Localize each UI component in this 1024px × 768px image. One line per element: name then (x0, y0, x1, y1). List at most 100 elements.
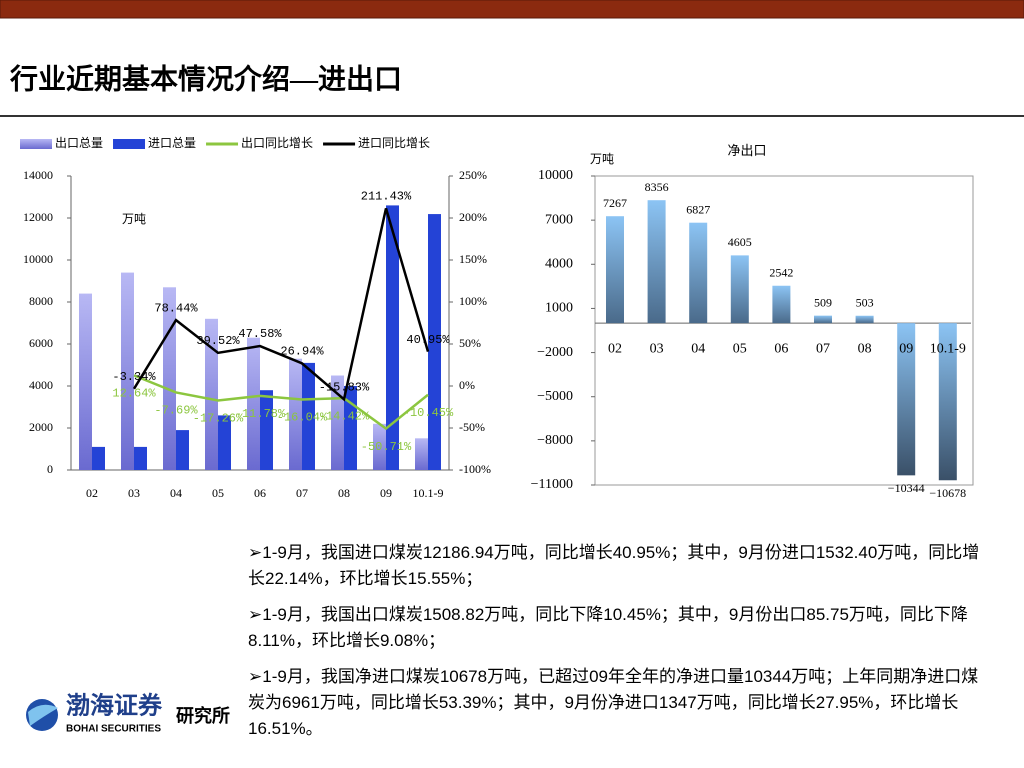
y-tick-label: 4000 (29, 378, 53, 392)
y-tick-label: −11000 (531, 477, 573, 492)
bullet: 1-9月，我国出口煤炭1508.82万吨，同比下降10.45%；其中，9月份出口… (248, 602, 988, 654)
y-tick-label: 6000 (29, 336, 53, 350)
legend-swatch (20, 139, 52, 149)
x-tick-label: 10.1-9 (413, 486, 444, 500)
logo-unit: 研究所 (176, 705, 230, 726)
unit-annotation: 万吨 (590, 152, 614, 166)
legend-label: 进口同比增长 (358, 136, 430, 150)
x-tick-label: 03 (128, 486, 140, 500)
x-tick-label: 03 (650, 341, 664, 356)
y2-tick-label: -100% (459, 462, 491, 476)
logo-name: 渤海证券 (66, 692, 163, 720)
unit-annotation: 万吨 (122, 212, 146, 226)
data-label: 78.44% (154, 301, 198, 315)
y-tick-label: 7000 (545, 212, 573, 227)
bullet: 1-9月，我国净进口煤炭10678万吨，已超过09年全年的净进口量10344万吨… (248, 664, 988, 742)
line-series (132, 208, 430, 402)
bar (344, 386, 357, 470)
data-label: -7.69% (154, 404, 198, 418)
bar (606, 216, 624, 324)
logo: 渤海证券 BOHAI SECURITIES 研究所 (26, 692, 230, 735)
y-tick-label: 10000 (538, 168, 573, 183)
bar (373, 423, 386, 470)
bar (938, 323, 957, 481)
data-label: -3.34% (112, 370, 156, 384)
bar (247, 337, 260, 470)
data-label: −10678 (929, 486, 966, 500)
bar (689, 222, 708, 324)
x-tick-label: 02 (608, 341, 622, 356)
top-bar (0, 0, 1024, 19)
y-tick-label: 14000 (23, 168, 53, 182)
legend-label: 进口总量 (148, 136, 196, 150)
y-tick-label: 0 (47, 462, 53, 476)
slide-title: 行业近期基本情况介绍—进出口 (9, 62, 402, 95)
x-tick-label: 09 (899, 341, 913, 356)
x-tick-label: 08 (858, 341, 872, 356)
x-tick-label: 02 (86, 486, 98, 500)
y2-tick-label: -50% (459, 420, 485, 434)
y2-tick-label: 50% (459, 336, 481, 350)
y-tick-label: −5000 (537, 389, 573, 404)
data-label: -50.71% (361, 440, 412, 454)
y2-tick-label: 200% (459, 210, 487, 224)
bar (176, 430, 189, 470)
bar (386, 205, 399, 470)
data-label: 40.95% (406, 333, 450, 347)
bar (814, 315, 832, 324)
data-label: 6827 (686, 202, 710, 216)
bar (163, 287, 176, 470)
data-label: 509 (814, 295, 832, 309)
line-series (133, 374, 429, 431)
data-label: 2542 (769, 265, 793, 279)
data-label: -14.42% (319, 409, 370, 423)
y-tick-label: −8000 (537, 433, 573, 448)
data-label: 8356 (645, 180, 669, 194)
bar (134, 446, 147, 470)
bar (772, 285, 791, 324)
legend-label: 出口总量 (55, 136, 103, 150)
data-label: 211.43% (361, 190, 412, 204)
bar (302, 362, 315, 470)
chart-title: 净出口 (727, 143, 766, 158)
x-tick-label: 09 (380, 486, 392, 500)
data-label: −10344 (888, 481, 925, 495)
bar (415, 438, 428, 470)
bar (218, 415, 231, 470)
y2-tick-label: 150% (459, 252, 487, 266)
x-tick-label: 05 (212, 486, 224, 500)
x-tick-label: 06 (774, 341, 788, 356)
logo-english: BOHAI SECURITIES (66, 724, 161, 735)
bar (647, 200, 666, 324)
y2-tick-label: 250% (459, 168, 487, 182)
plot-frame (594, 175, 974, 486)
y-tick-label: −2000 (537, 345, 573, 360)
bar (205, 318, 218, 470)
data-label: 7267 (603, 196, 627, 210)
bar (428, 214, 441, 470)
logo-mark (28, 704, 58, 726)
x-tick-label: 08 (338, 486, 350, 500)
y-tick-label: 12000 (23, 210, 53, 224)
bullet-list: 1-9月，我国进口煤炭12186.94万吨，同比增长40.95%；其中，9月份进… (248, 540, 988, 752)
bar (855, 315, 874, 324)
legend-label: 出口同比增长 (241, 136, 313, 150)
data-label: -15.83% (319, 380, 370, 394)
data-label: 39.52% (196, 334, 240, 348)
data-label: 26.94% (280, 345, 324, 359)
y-tick-label: 1000 (545, 301, 573, 316)
x-tick-label: 06 (254, 486, 266, 500)
y2-tick-label: 100% (459, 294, 487, 308)
legend-swatch (113, 139, 146, 149)
x-tick-label: 07 (296, 486, 308, 500)
data-label: -10.45% (403, 406, 454, 420)
data-label: -17.26% (193, 412, 244, 426)
y-tick-label: 2000 (29, 420, 53, 434)
bar (897, 323, 916, 476)
bar (121, 272, 134, 470)
x-tick-label: 07 (816, 341, 830, 356)
data-label: 12.64% (112, 387, 156, 401)
data-label: -11.78% (235, 407, 286, 421)
